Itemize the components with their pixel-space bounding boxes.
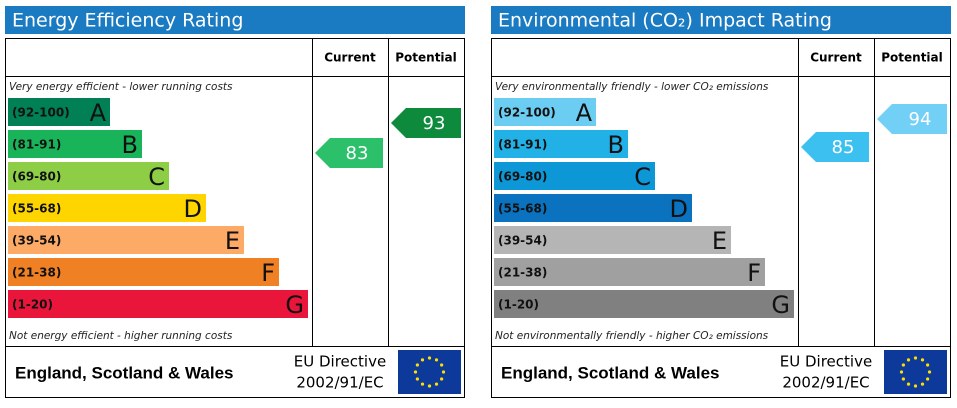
band-letter: C xyxy=(148,163,165,191)
eu-star xyxy=(415,363,419,367)
eu-star xyxy=(920,358,925,362)
eu-star xyxy=(906,382,911,386)
band-letter: D xyxy=(184,195,202,223)
rating-band xyxy=(494,162,655,190)
rating-value: 93 xyxy=(423,113,446,134)
band-letter: G xyxy=(285,291,304,319)
eu-star xyxy=(440,377,444,381)
band-letter: A xyxy=(90,99,107,127)
rating-band xyxy=(494,98,596,126)
band-letter: B xyxy=(608,131,624,159)
band-letter: G xyxy=(771,291,790,319)
directive: EU Directive xyxy=(780,353,872,371)
band-range: (39-54) xyxy=(498,234,547,248)
eu-star xyxy=(901,377,905,381)
directive: 2002/91/EC xyxy=(782,374,869,392)
band-letter: F xyxy=(747,259,761,287)
band-range: (21-38) xyxy=(498,266,547,280)
eu-star xyxy=(920,382,925,386)
region: England, Scotland & Wales xyxy=(15,363,234,382)
top-note: Very environmentally friendly - lower CO… xyxy=(495,81,769,93)
eu-star xyxy=(441,370,446,374)
eu-star xyxy=(420,382,425,386)
rating-band xyxy=(494,130,628,158)
rating-band xyxy=(494,226,731,254)
eu-star xyxy=(913,356,918,360)
eu-star xyxy=(415,377,419,381)
eu-star xyxy=(906,358,911,362)
rating-band xyxy=(494,194,692,222)
panel-title: Environmental (CO₂) Impact Rating xyxy=(498,10,832,32)
band-range: (1-20) xyxy=(498,298,539,312)
region: England, Scotland & Wales xyxy=(501,363,720,382)
eu-star xyxy=(899,370,904,374)
panel-frame xyxy=(5,38,465,398)
rating-arrow xyxy=(315,138,383,168)
rating-value: 85 xyxy=(832,137,855,158)
rating-band xyxy=(8,98,110,126)
band-range: (39-54) xyxy=(12,234,61,248)
band-range: (81-91) xyxy=(498,138,547,152)
band-letter: B xyxy=(122,131,138,159)
directive: EU Directive xyxy=(294,353,386,371)
band-letter: A xyxy=(576,99,593,127)
eu-star xyxy=(901,363,905,367)
top-note: Very energy efficient - lower running co… xyxy=(9,81,233,93)
panel-title: Energy Efficiency Rating xyxy=(12,10,243,32)
eu-star xyxy=(427,384,432,388)
bottom-note: Not environmentally friendly - higher CO… xyxy=(495,330,769,342)
rating-arrow xyxy=(391,108,461,138)
eu-star xyxy=(913,384,918,388)
rating-band xyxy=(8,130,142,158)
rating-band xyxy=(8,226,244,254)
eu-star xyxy=(440,363,444,367)
band-letter: E xyxy=(225,227,240,255)
band-letter: E xyxy=(712,227,727,255)
title-bar xyxy=(5,6,465,34)
rating-arrow xyxy=(877,104,947,134)
rating-band xyxy=(8,194,206,222)
band-range: (21-38) xyxy=(12,266,61,280)
band-letter: F xyxy=(261,259,275,287)
rating-band xyxy=(494,258,765,286)
band-letter: C xyxy=(634,163,651,191)
column-header: Current xyxy=(810,51,862,65)
rating-band xyxy=(494,290,794,318)
band-range: (69-80) xyxy=(498,170,547,184)
band-range: (92-100) xyxy=(498,106,556,120)
band-range: (1-20) xyxy=(12,298,53,312)
rating-value: 83 xyxy=(346,143,369,164)
bottom-note: Not energy efficient - higher running co… xyxy=(9,330,233,342)
title-bar xyxy=(491,6,951,34)
rating-band xyxy=(8,162,169,190)
eu-star xyxy=(927,370,932,374)
rating-arrow xyxy=(801,132,869,162)
band-range: (69-80) xyxy=(12,170,61,184)
band-range: (92-100) xyxy=(12,106,70,120)
eu-star xyxy=(420,358,425,362)
rating-value: 94 xyxy=(909,109,932,130)
band-letter: D xyxy=(670,195,688,223)
eu-star xyxy=(413,370,418,374)
eu-star xyxy=(427,356,432,360)
band-range: (55-68) xyxy=(12,202,61,216)
band-range: (55-68) xyxy=(498,202,547,216)
rating-band xyxy=(8,290,308,318)
eu-star xyxy=(434,382,439,386)
column-header: Potential xyxy=(881,51,943,65)
column-header: Current xyxy=(324,51,376,65)
eu-star xyxy=(926,363,930,367)
panel-frame xyxy=(491,38,951,398)
directive: 2002/91/EC xyxy=(296,374,383,392)
band-range: (81-91) xyxy=(12,138,61,152)
eu-star xyxy=(926,377,930,381)
rating-band xyxy=(8,258,279,286)
eu-star xyxy=(434,358,439,362)
column-header: Potential xyxy=(395,51,457,65)
